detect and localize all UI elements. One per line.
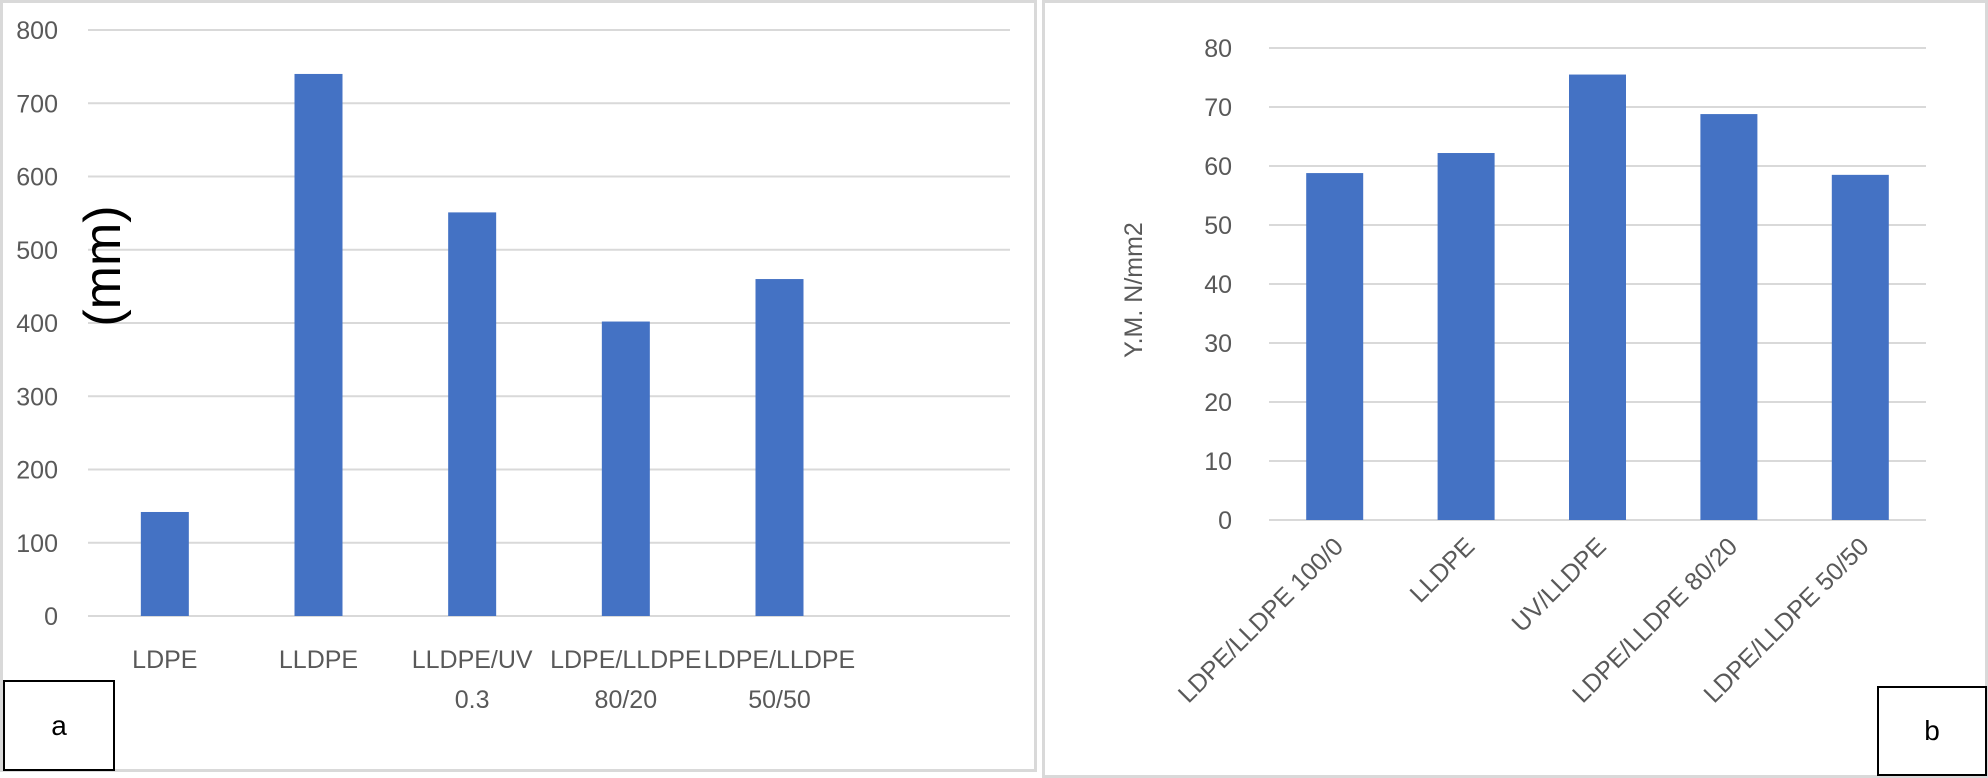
x-category-label: LDPE/LLDPE <box>704 646 855 674</box>
bar <box>140 511 189 616</box>
panel-label-b: b <box>1877 686 1987 776</box>
y-tick-label: 60 <box>1204 153 1232 181</box>
y-tick-label: 800 <box>16 17 58 45</box>
bar <box>755 279 804 616</box>
x-category-label: 50/50 <box>748 686 811 714</box>
y-tick-label: 20 <box>1204 389 1232 417</box>
y-tick-label: 10 <box>1204 448 1232 476</box>
chart-panel-b <box>1042 0 1988 778</box>
bar <box>294 73 343 616</box>
y-tick-label: 500 <box>16 237 58 265</box>
bar <box>448 212 497 616</box>
x-category-label: LDPE/LLDPE 100/0 <box>1173 532 1349 708</box>
y-tick-label: 100 <box>16 530 58 558</box>
y-axis-title: Y.M. N/mm2 <box>1120 222 1148 358</box>
y-tick-label: 30 <box>1204 330 1232 358</box>
x-category-label: LDPE/LLDPE <box>550 646 701 674</box>
bar <box>1831 174 1889 520</box>
y-tick-label: 80 <box>1204 35 1232 63</box>
y-tick-label: 200 <box>16 457 58 485</box>
bar <box>601 321 650 616</box>
y-axis-title: (mm) <box>74 205 132 326</box>
x-category-label: LLDPE <box>279 646 358 674</box>
x-category-label: 0.3 <box>455 686 490 714</box>
bar <box>1437 153 1495 520</box>
y-tick-label: 400 <box>16 310 58 338</box>
y-tick-label: 50 <box>1204 212 1232 240</box>
y-tick-label: 700 <box>16 90 58 118</box>
chart-panel-a <box>0 0 1037 772</box>
x-category-label: UV/LLDPE <box>1506 532 1611 637</box>
y-tick-label: 600 <box>16 164 58 192</box>
y-tick-label: 0 <box>1218 507 1232 535</box>
panel-label-a: a <box>3 680 115 771</box>
y-tick-label: 40 <box>1204 271 1232 299</box>
x-category-label: 80/20 <box>595 686 658 714</box>
x-category-label: LLDPE/UV <box>412 646 533 674</box>
bar <box>1306 173 1364 520</box>
y-tick-label: 0 <box>44 603 58 631</box>
bar <box>1700 114 1758 520</box>
x-category-label: LLDPE <box>1405 532 1481 608</box>
x-category-label: LDPE <box>132 646 197 674</box>
bar <box>1569 74 1626 521</box>
y-tick-label: 70 <box>1204 94 1232 122</box>
y-tick-label: 300 <box>16 383 58 411</box>
